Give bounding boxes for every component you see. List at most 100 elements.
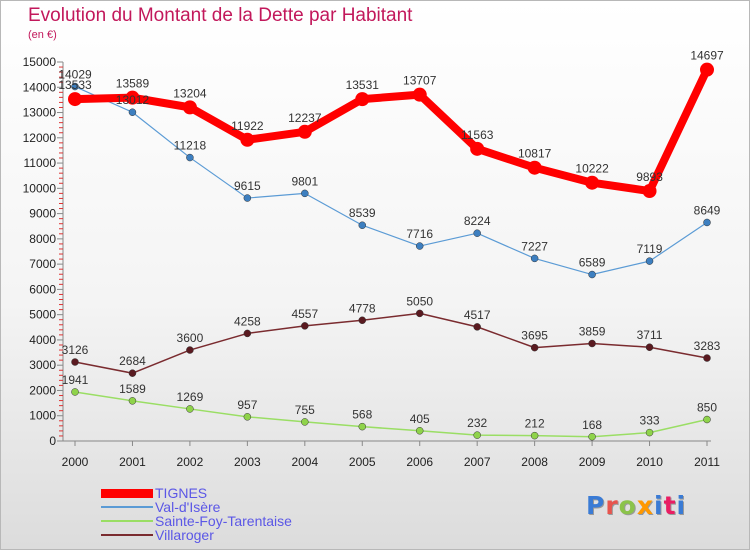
data-label: 10817 <box>518 147 552 161</box>
data-point <box>645 343 654 351</box>
data-point <box>128 397 137 405</box>
x-tick-label: 2000 <box>62 455 89 469</box>
data-label: 232 <box>467 416 487 430</box>
legend-item: Val-d'Isère <box>101 500 292 514</box>
data-label: 13012 <box>116 93 150 107</box>
x-tick-label: 2005 <box>349 455 376 469</box>
data-point <box>355 92 370 107</box>
data-label: 9615 <box>234 179 261 193</box>
data-point <box>473 323 481 331</box>
data-label: 3695 <box>521 329 548 343</box>
data-point <box>297 124 312 139</box>
data-label: 1589 <box>119 382 146 396</box>
data-label: 212 <box>525 417 545 431</box>
legend-item: Sainte-Foy-Tarentaise <box>101 514 292 528</box>
y-tick-label: 2000 <box>29 383 56 397</box>
data-point <box>473 229 481 237</box>
data-point <box>240 132 255 147</box>
data-point <box>588 270 596 279</box>
data-point <box>588 339 596 348</box>
data-label: 4778 <box>349 301 376 315</box>
data-label: 10222 <box>575 162 609 176</box>
data-point <box>243 413 252 421</box>
legend-swatch <box>101 488 153 498</box>
y-tick-label: 14000 <box>23 80 57 94</box>
data-point <box>301 322 309 330</box>
data-label: 13531 <box>346 78 380 92</box>
data-label: 11922 <box>231 119 264 133</box>
data-label: 568 <box>352 408 372 422</box>
series-line-3 <box>74 312 708 374</box>
series-line-0 <box>71 65 711 196</box>
data-label: 8539 <box>349 206 376 220</box>
data-point <box>128 369 137 377</box>
data-label: 7716 <box>406 227 433 241</box>
data-point <box>71 82 79 91</box>
logo-letter: x <box>636 491 654 520</box>
data-label: 13707 <box>403 74 437 88</box>
chart-title: Evolution du Montant de la Dette par Hab… <box>28 5 413 26</box>
data-point <box>530 254 539 263</box>
data-label: 6589 <box>579 256 606 270</box>
data-point <box>358 316 367 325</box>
data-point <box>125 90 140 105</box>
y-tick-label: 11000 <box>24 156 57 170</box>
data-point <box>473 431 481 439</box>
data-point <box>358 422 367 431</box>
data-point <box>585 175 600 190</box>
data-label: 405 <box>410 412 430 426</box>
series-line-1 <box>74 85 708 276</box>
data-label: 14029 <box>58 68 92 82</box>
logo-letter: i <box>676 491 687 520</box>
data-point <box>530 343 539 352</box>
data-label: 333 <box>640 414 660 428</box>
data-point <box>645 428 654 437</box>
x-tick-label: 2003 <box>234 455 261 469</box>
data-label: 12237 <box>288 111 322 125</box>
data-label: 755 <box>295 403 315 417</box>
data-label: 3711 <box>637 328 663 342</box>
data-point <box>470 141 485 156</box>
legend-label: TIGNES <box>155 485 208 501</box>
data-label: 7119 <box>637 242 663 256</box>
data-label: 4517 <box>464 308 491 322</box>
data-point <box>703 218 711 227</box>
data-label: 3600 <box>177 331 204 345</box>
data-label: 8224 <box>464 214 491 228</box>
data-point <box>645 257 654 265</box>
data-label: 2684 <box>119 354 146 368</box>
legend-item: TIGNES <box>101 486 292 500</box>
x-tick-label: 2004 <box>291 455 318 469</box>
legend-item: Villaroger <box>101 528 292 542</box>
data-label: 11218 <box>174 139 207 153</box>
data-point <box>71 358 79 366</box>
x-tick-label: 2007 <box>464 455 491 469</box>
y-tick-label: 12000 <box>23 131 57 145</box>
data-point <box>412 87 427 102</box>
legend-swatch <box>101 506 153 508</box>
data-point <box>71 388 79 396</box>
x-tick-label: 2002 <box>177 455 204 469</box>
legend-swatch <box>101 520 153 522</box>
y-tick-label: 6000 <box>29 282 56 296</box>
y-tick-label: 13000 <box>23 106 57 120</box>
legend-label: Villaroger <box>155 527 214 543</box>
data-label: 850 <box>697 401 717 415</box>
data-point <box>703 415 711 424</box>
y-tick-label: 1000 <box>29 409 56 423</box>
series-line-2 <box>74 391 708 438</box>
y-tick-label: 0 <box>49 434 56 448</box>
y-tick-label: 8000 <box>29 232 56 246</box>
data-point <box>527 160 542 175</box>
x-tick-label: 2006 <box>406 455 433 469</box>
legend-swatch <box>101 534 153 536</box>
y-tick-label: 5000 <box>29 308 56 322</box>
data-point <box>700 62 714 77</box>
data-point <box>588 433 596 441</box>
data-label: 3283 <box>694 339 721 353</box>
y-tick-label: 7000 <box>29 257 56 271</box>
data-point <box>243 329 252 338</box>
legend-label: Val-d'Isère <box>155 499 221 515</box>
